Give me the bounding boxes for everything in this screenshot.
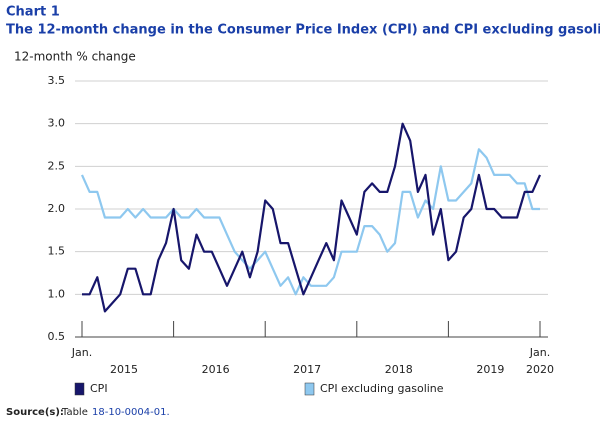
y-axis-label: 12-month % change: [14, 50, 136, 64]
source-text: Table: [61, 407, 88, 418]
y-tick-label: 1.0: [48, 287, 66, 300]
source-link[interactable]: 18-10-0004-01.: [92, 407, 170, 418]
year-label: 2019: [476, 363, 504, 376]
y-tick-label: 1.5: [48, 245, 66, 258]
legend-swatch: [74, 382, 85, 396]
year-label: 2015: [110, 363, 138, 376]
chart-subtitle: The 12-month change in the Consumer Pric…: [6, 23, 600, 38]
line-series: [80, 148, 540, 296]
line-series: [82, 122, 542, 313]
y-tick-label: 2.0: [48, 202, 66, 215]
y-tick-label: 3.5: [48, 74, 66, 87]
x-tick-label: Jan.: [71, 346, 92, 359]
chart-title: Chart 1: [6, 5, 60, 20]
legend-label: CPI: [90, 382, 108, 395]
legend-label: CPI excluding gasoline: [320, 382, 444, 395]
y-tick-label: 3.0: [48, 117, 66, 130]
year-label: 2018: [385, 363, 413, 376]
y-tick-label: 0.5: [48, 330, 66, 343]
source-label: Source(s):: [6, 407, 64, 418]
y-tick-label: 2.5: [48, 159, 66, 172]
legend-swatch: [304, 382, 315, 396]
year-label: 2020: [526, 363, 554, 376]
x-tick-label: Jan.: [529, 346, 550, 359]
year-label: 2017: [293, 363, 321, 376]
year-label: 2016: [202, 363, 230, 376]
